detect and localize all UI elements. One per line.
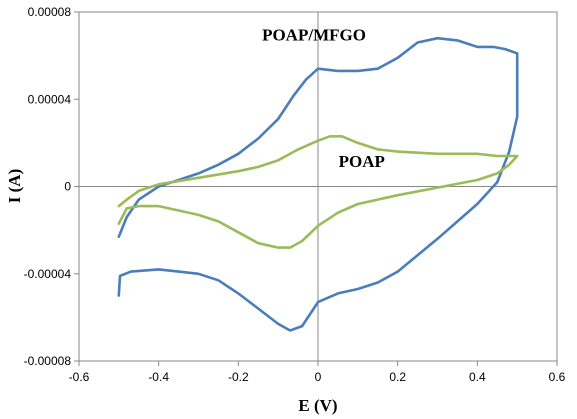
- annotation-label: POAP/MFGO: [262, 25, 366, 44]
- y-tick-label: 0.00004: [28, 92, 72, 106]
- y-tick-label: 0.00008: [28, 5, 72, 19]
- x-tick-label: 0: [315, 370, 322, 384]
- y-axis-title: I (A): [5, 169, 24, 203]
- x-tick-label: 0.4: [469, 370, 486, 384]
- annotation-layer: POAP/MFGO POAP: [262, 25, 385, 171]
- x-tick-label: -0.2: [228, 370, 249, 384]
- x-tick-label: -0.4: [148, 370, 169, 384]
- y-tick-label: -0.00004: [24, 267, 72, 281]
- x-axis-title: E (V): [298, 396, 337, 415]
- x-axis-ticks: -0.6 -0.4 -0.2 0 0.2 0.4 0.6: [69, 361, 566, 384]
- x-tick-label: -0.6: [69, 370, 90, 384]
- x-tick-label: 0.6: [549, 370, 566, 384]
- x-tick-label: 0.2: [389, 370, 406, 384]
- y-tick-label: 0: [64, 180, 71, 194]
- annotation-label: POAP: [339, 152, 385, 171]
- y-axis-ticks: -0.00008 -0.00004 0 0.00004 0.00008: [24, 5, 79, 368]
- y-tick-label: -0.00008: [24, 354, 72, 368]
